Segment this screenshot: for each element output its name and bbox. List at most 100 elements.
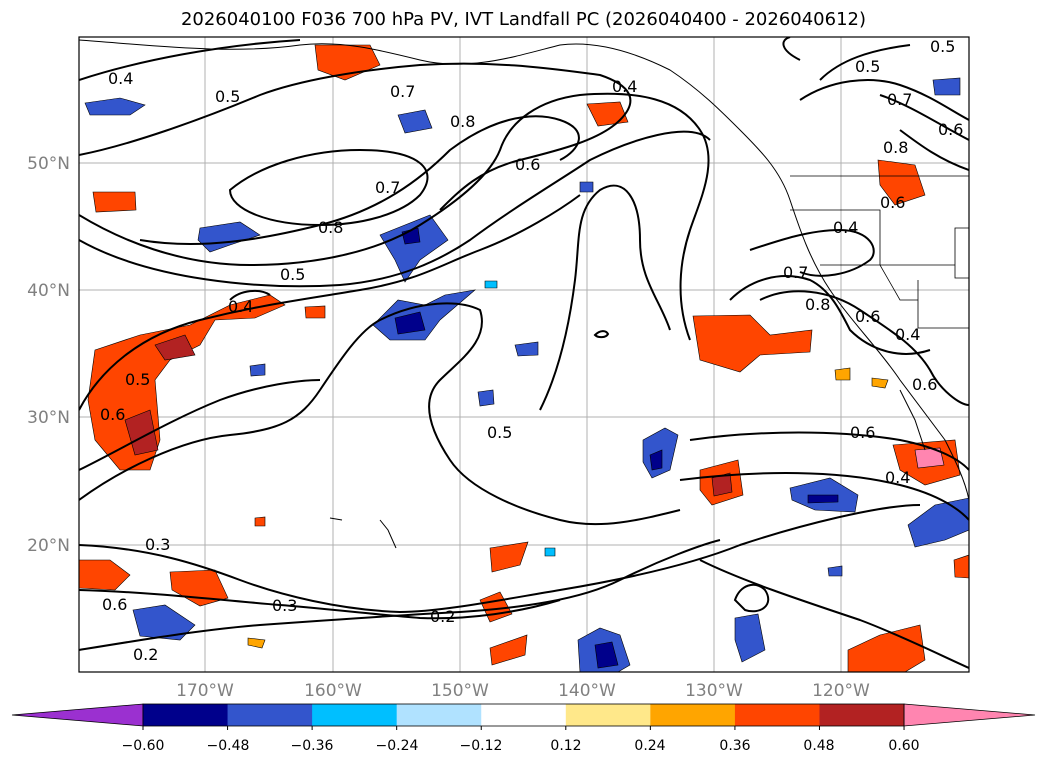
positive-anomaly-patch xyxy=(489,541,529,573)
pv-anomaly-shading xyxy=(79,44,969,672)
contour-label: 0.6 xyxy=(855,307,880,326)
positive-anomaly-patch xyxy=(586,101,629,127)
negative-anomaly-patch xyxy=(84,97,146,116)
colorbar-segment xyxy=(650,704,736,726)
lon-label: 120°W xyxy=(812,681,870,701)
negative-anomaly-patch xyxy=(907,497,969,548)
colorbar-segment xyxy=(481,704,567,726)
contour-label: 0.5 xyxy=(487,423,512,442)
negative-anomaly-patch xyxy=(827,565,843,577)
negative-anomaly-core xyxy=(394,311,426,335)
negative-anomaly-patch xyxy=(397,109,433,134)
colorbar-tick-label: −0.36 xyxy=(291,738,334,754)
positive-anomaly-patch xyxy=(692,314,813,373)
colorbar-tick-label: −0.24 xyxy=(376,738,419,754)
positive-anomaly-patch xyxy=(877,159,926,206)
contour-label: 0.4 xyxy=(833,218,858,237)
negative-anomaly-patch xyxy=(484,280,498,289)
contour-label: 0.6 xyxy=(515,155,540,174)
contour-label: 0.8 xyxy=(883,138,908,157)
contour-label: 0.5 xyxy=(930,37,955,56)
colorbar-tick-label: −0.60 xyxy=(122,738,165,754)
contour-label: 0.3 xyxy=(272,596,297,615)
contour-label: 0.7 xyxy=(887,90,912,109)
contour-label: 0.4 xyxy=(108,69,133,88)
positive-anomaly-patch xyxy=(304,305,326,319)
contour-label: 0.5 xyxy=(280,265,305,284)
contour-label: 0.4 xyxy=(228,297,253,316)
positive-anomaly-patch xyxy=(834,367,851,381)
positive-anomaly-patch xyxy=(254,516,266,527)
positive-anomaly-patch xyxy=(847,624,926,672)
colorbar-segment xyxy=(734,704,820,726)
contour-label: 0.6 xyxy=(100,405,125,424)
colorbar-tick-label: −0.48 xyxy=(207,738,250,754)
colorbar xyxy=(11,703,1036,730)
positive-anomaly-patch xyxy=(169,569,229,607)
contour-label: 0.6 xyxy=(850,423,875,442)
colorbar-segment xyxy=(565,704,651,726)
contour-label: 0.7 xyxy=(390,82,415,101)
negative-anomaly-patch xyxy=(544,547,556,557)
contour-label: 0.4 xyxy=(885,468,910,487)
contour-label: 0.5 xyxy=(215,87,240,106)
contour-label: 0.6 xyxy=(102,595,127,614)
contour-label: 0.6 xyxy=(938,120,963,139)
contour-label: 0.2 xyxy=(430,607,455,626)
negative-anomaly-patch xyxy=(132,604,196,641)
negative-anomaly-patch xyxy=(579,181,594,193)
state-borders xyxy=(790,175,969,329)
positive-anomaly-patch xyxy=(953,554,969,579)
contour-labels: 0.4 0.5 0.7 0.8 0.4 0.6 0.5 0.7 0.8 0.5 … xyxy=(100,37,963,664)
lon-label: 170°W xyxy=(176,681,234,701)
contour-label: 0.6 xyxy=(880,193,905,212)
pv-contours xyxy=(79,37,969,669)
contour-label: 0.4 xyxy=(612,77,637,96)
colorbar-tick-labels: −0.60 −0.48 −0.36 −0.24 −0.12 0.12 0.24 … xyxy=(122,738,920,754)
contour-label: 0.7 xyxy=(375,178,400,197)
lat-label: 40°N xyxy=(27,281,70,301)
positive-anomaly-patch xyxy=(489,634,528,666)
negative-anomaly-patch xyxy=(477,389,495,407)
negative-anomaly-patch xyxy=(249,363,266,377)
positive-anomaly-patch xyxy=(79,559,131,591)
map-plot-area: 0.4 0.5 0.7 0.8 0.4 0.6 0.5 0.7 0.8 0.5 … xyxy=(79,37,969,672)
map-title: 2026040100 F036 700 hPa PV, IVT Landfall… xyxy=(180,9,867,30)
positive-anomaly-patch xyxy=(247,637,266,649)
latitude-labels: 50°N 40°N 30°N 20°N xyxy=(27,154,70,556)
contour-label: 0.4 xyxy=(895,325,920,344)
negative-anomaly-patch xyxy=(514,341,539,357)
negative-anomaly-core xyxy=(594,641,619,669)
colorbar-frame xyxy=(142,703,905,727)
colorbar-tick-label: −0.12 xyxy=(460,738,503,754)
lon-label: 130°W xyxy=(685,681,743,701)
negative-anomaly-patch xyxy=(379,214,449,283)
contour-label: 0.5 xyxy=(855,57,880,76)
negative-anomaly-patch xyxy=(932,77,961,96)
lat-label: 20°N xyxy=(27,536,70,556)
longitude-labels: 170°W 160°W 150°W 140°W 130°W 120°W xyxy=(176,681,870,701)
colorbar-segment xyxy=(396,704,482,726)
colorbar-tick-label: 0.60 xyxy=(888,738,919,754)
colorbar-extend-max xyxy=(903,703,1036,727)
contour-label: 0.8 xyxy=(450,112,475,131)
contour-label: 0.6 xyxy=(912,375,937,394)
positive-anomaly-patch xyxy=(314,44,381,81)
negative-anomaly-patch xyxy=(197,221,261,253)
negative-anomaly-core xyxy=(807,494,839,504)
colorbar-segment xyxy=(143,704,229,726)
colorbar-segment xyxy=(227,704,313,726)
lon-label: 160°W xyxy=(304,681,362,701)
colorbar-tick-label: 0.12 xyxy=(550,738,581,754)
contour-label: 0.3 xyxy=(145,535,170,554)
colorbar-segment xyxy=(819,704,905,726)
positive-anomaly-patch xyxy=(871,377,889,389)
contour-label: 0.7 xyxy=(783,263,808,282)
negative-anomaly-core xyxy=(649,449,663,471)
colorbar-extend-min xyxy=(11,703,144,727)
colorbar-tick-label: 0.24 xyxy=(634,738,665,754)
coastlines xyxy=(79,39,969,549)
contour-label: 0.2 xyxy=(133,645,158,664)
lat-label: 50°N xyxy=(27,154,70,174)
contour-label: 0.8 xyxy=(318,218,343,237)
